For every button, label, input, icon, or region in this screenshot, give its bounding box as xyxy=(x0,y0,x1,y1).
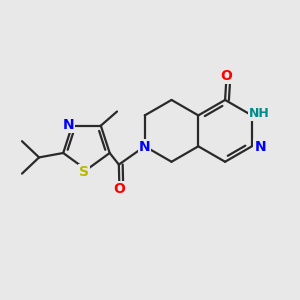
Text: N: N xyxy=(139,140,150,154)
Text: N: N xyxy=(63,118,74,132)
Text: O: O xyxy=(220,69,232,83)
Text: S: S xyxy=(79,165,89,179)
Text: O: O xyxy=(113,182,125,196)
Text: N: N xyxy=(254,140,266,154)
Text: NH: NH xyxy=(249,107,270,120)
